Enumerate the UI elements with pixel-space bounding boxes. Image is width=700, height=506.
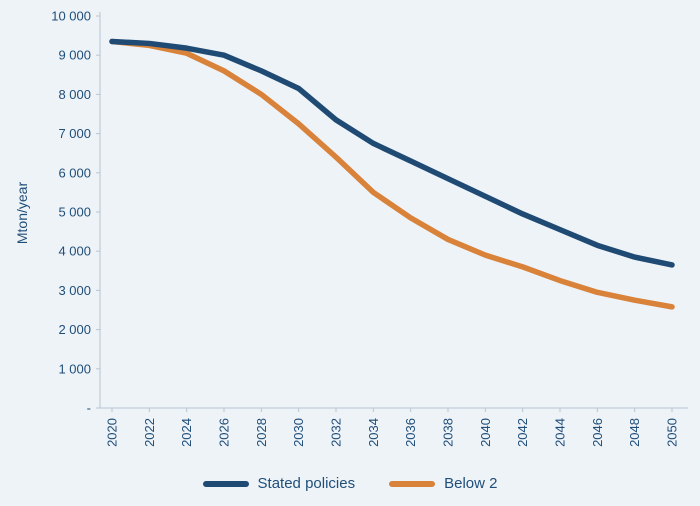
y-tick-label: - [87,401,91,416]
line-chart-figure: - 1 000 2 000 3 000 4 000 5 000 6 000 7 000 8 00… [0,0,700,506]
x-tick-label: 2036 [403,418,418,447]
y-axis-title: Mton/year [14,163,30,263]
y-tick-label: 4 000 [58,244,91,259]
x-tick-label: 2020 [105,418,120,447]
y-tick-label: 8 000 [58,87,91,102]
y-tick-label: 3 000 [58,283,91,298]
y-tick-label: 7 000 [58,126,91,141]
y-tick-label: 10 000 [51,9,91,24]
x-tick-label: 2024 [179,418,194,447]
y-tick-label: 2 000 [58,322,91,337]
legend-label: Below 2 [444,475,497,492]
x-tick-label: 2034 [366,418,381,447]
x-tick-label: 2032 [329,418,344,447]
y-tick-label: 9 000 [58,48,91,63]
x-tick-label: 2038 [441,418,456,447]
series-line-below-2 [112,41,672,306]
legend-swatch [389,481,435,487]
x-tick-label: 2022 [142,418,157,447]
x-tick-label: 2044 [553,418,568,447]
x-tick-label: 2040 [478,418,493,447]
legend: Stated policies Below 2 [0,475,700,492]
legend-item-below-2: Below 2 [389,475,497,492]
chart-plot-area: - 1 000 2 000 3 000 4 000 5 000 6 000 7 000 8 00… [0,0,700,506]
x-tick-label: 2042 [515,418,530,447]
x-tick-label: 2050 [665,418,680,447]
x-tick-label: 2030 [291,418,306,447]
legend-item-stated-policies: Stated policies [203,475,356,492]
legend-label: Stated policies [258,475,356,492]
y-tick-label: 1 000 [58,361,91,376]
x-tick-label: 2026 [217,418,232,447]
x-tick-label: 2046 [590,418,605,447]
x-tick-label: 2048 [627,418,642,447]
y-tick-label: 6 000 [58,165,91,180]
series-line-stated-policies [112,41,672,264]
x-tick-label: 2028 [254,418,269,447]
legend-swatch [203,481,249,487]
y-tick-label: 5 000 [58,205,91,220]
